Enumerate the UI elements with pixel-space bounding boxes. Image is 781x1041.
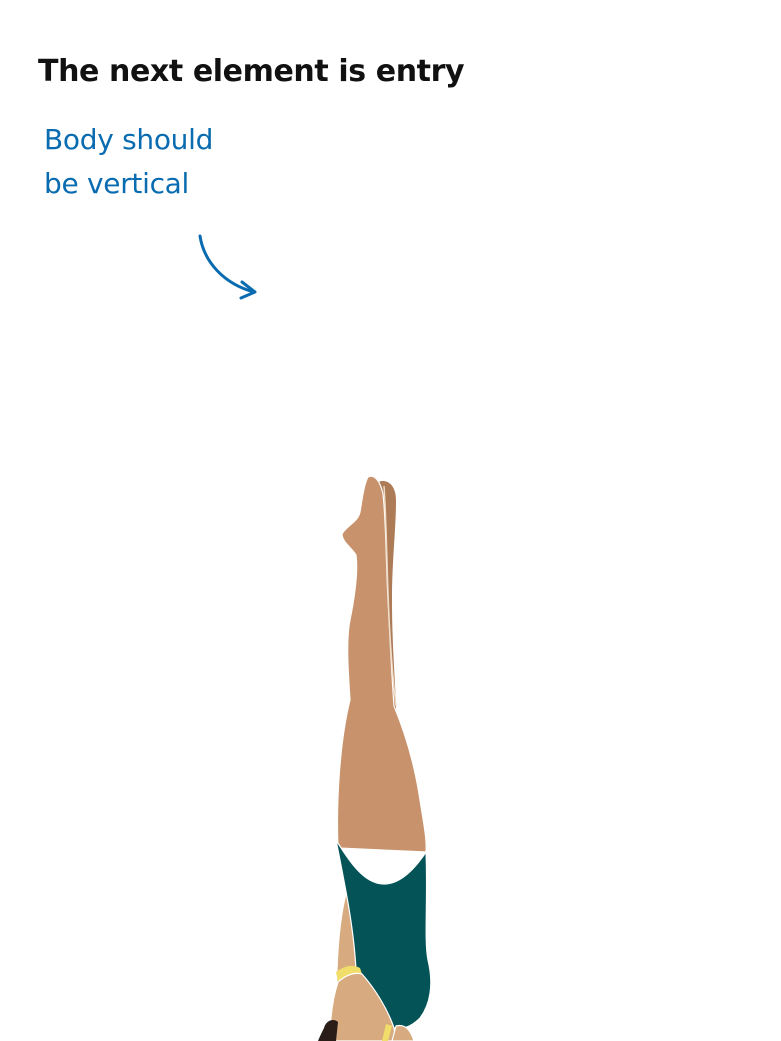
annotation-line-1: Body should — [44, 123, 214, 156]
annotation-body-vertical: Body should be vertical — [44, 118, 213, 206]
annotation-line-2: be vertical — [44, 167, 189, 200]
arrow-head — [239, 280, 257, 300]
diver-swimsuit-strap — [382, 1024, 392, 1041]
diver-leg-highlight — [383, 485, 397, 707]
heading: The next element is entry — [38, 54, 465, 89]
diver-front-leg — [336, 475, 427, 853]
diver-hair — [318, 1020, 338, 1041]
diver-illustration — [318, 475, 432, 1041]
arrow-shaft — [198, 234, 256, 294]
diver-torso — [329, 972, 397, 1041]
diver-forearm — [391, 1024, 415, 1041]
curved-arrow-icon — [198, 234, 257, 300]
